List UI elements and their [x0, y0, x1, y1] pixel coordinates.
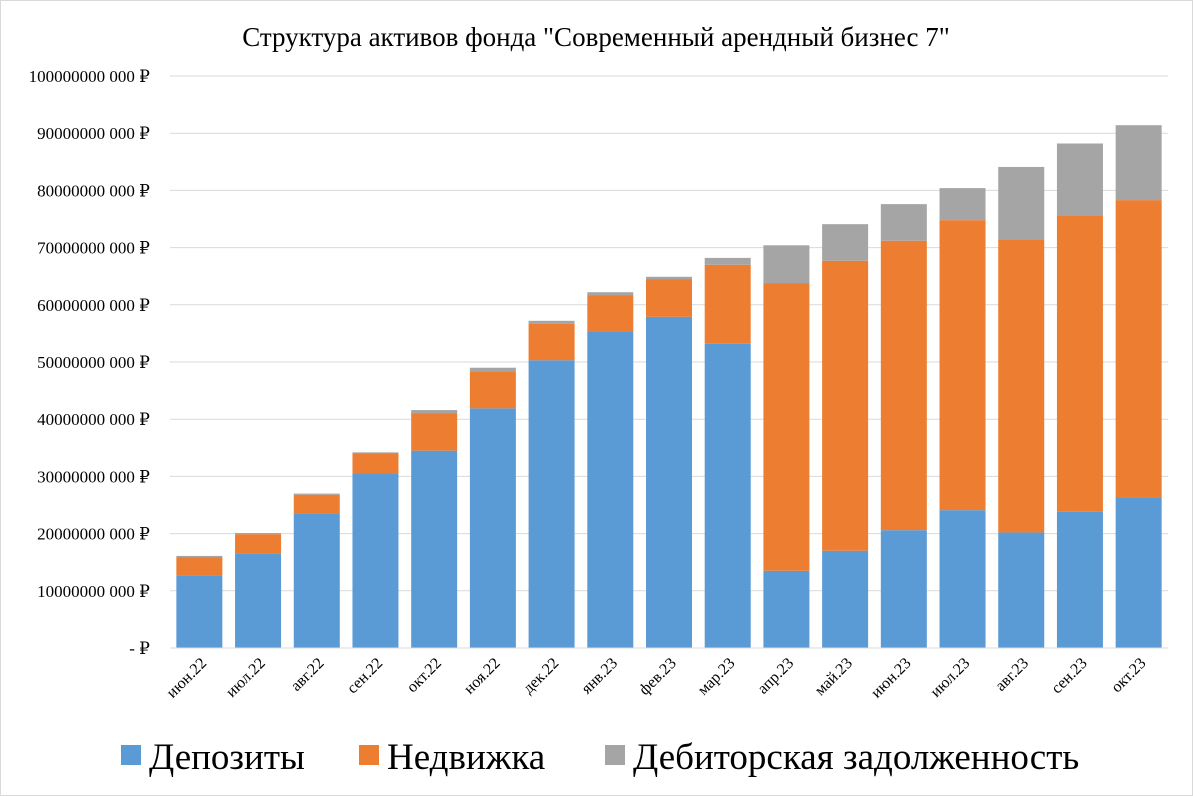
bar-segment: [235, 553, 282, 648]
x-tick-label: май.23: [812, 655, 856, 699]
x-tick-label: дек.22: [520, 655, 562, 697]
bar-segment: [880, 530, 927, 648]
y-tick-label: 40000000 000 ₽: [37, 410, 150, 429]
x-tick-label: апр.23: [754, 655, 797, 698]
y-tick-label: 70000000 000 ₽: [37, 239, 150, 258]
bar-segment: [1056, 143, 1103, 216]
legend-label: Дебиторская задолженность: [633, 737, 1079, 778]
chart-title: Структура активов фонда "Современный аре…: [242, 22, 950, 52]
y-tick-label: 80000000 000 ₽: [37, 181, 150, 200]
bar-segment: [998, 166, 1045, 240]
bar-segment: [235, 533, 282, 535]
x-tick-label: ноя.22: [461, 655, 504, 698]
bars: [176, 125, 1162, 648]
bar-segment: [998, 239, 1045, 533]
x-tick-label: июл.23: [927, 655, 973, 701]
bar-segment: [646, 276, 692, 280]
bar-segment: [176, 555, 223, 558]
legend-swatch: [121, 745, 141, 765]
bar-segment: [176, 557, 223, 576]
bar-segment: [1115, 125, 1162, 201]
bar-segment: [763, 245, 810, 284]
x-tick-label: авг.22: [288, 655, 328, 695]
bar-segment: [411, 413, 458, 451]
x-tick-label: авг.23: [992, 655, 1032, 695]
bar-segment: [763, 283, 810, 571]
bar-segment: [822, 550, 869, 648]
bar-segment: [939, 510, 986, 648]
x-tick-label: окт.22: [404, 655, 445, 696]
bar-segment: [822, 224, 869, 261]
x-tick-label: сен.22: [344, 655, 386, 697]
bar-segment: [587, 292, 634, 296]
y-tick-label: 10000000 000 ₽: [37, 582, 150, 601]
y-tick-label: 20000000 000 ₽: [37, 525, 150, 544]
bar-segment: [763, 570, 810, 648]
bar-segment: [1056, 215, 1103, 512]
bar-segment: [528, 360, 575, 648]
bar-segment: [293, 494, 340, 514]
y-tick-label: 90000000 000 ₽: [37, 124, 150, 143]
x-tick-label: окт.23: [1108, 655, 1149, 696]
bar-segment: [293, 513, 340, 648]
bar-segment: [411, 410, 458, 414]
bar-segment: [646, 316, 692, 648]
bar-segment: [646, 279, 692, 317]
y-tick-label: 100000000 000 ₽: [29, 67, 151, 86]
x-tick-label: мар.23: [695, 655, 739, 699]
bar-segment: [352, 452, 399, 454]
bar-segment: [704, 343, 751, 648]
bar-segment: [1056, 511, 1103, 648]
legend-swatch: [359, 745, 379, 765]
bar-segment: [528, 320, 575, 324]
bar-segment: [293, 493, 340, 495]
bar-segment: [1115, 200, 1162, 498]
bar-segment: [822, 260, 869, 551]
x-tick-label: июн.22: [163, 655, 210, 702]
bar-segment: [939, 220, 986, 511]
x-axis: июн.22 июл.22 авг.22 сен.22 окт.22 ноя.22 дек.…: [163, 647, 1168, 702]
x-tick-label: июн.23: [868, 655, 915, 702]
legend-label: Недвижка: [387, 737, 545, 778]
legend: Депозиты Недвижка Дебиторская задолженност…: [121, 737, 1079, 778]
x-tick-label: янв.23: [578, 655, 621, 698]
legend-label: Депозиты: [149, 737, 305, 778]
bar-segment: [352, 473, 399, 648]
bar-segment: [469, 371, 516, 409]
bar-segment: [235, 534, 282, 554]
bar-segment: [528, 323, 575, 361]
bar-segment: [587, 295, 634, 332]
x-tick-label: июл.22: [223, 655, 269, 701]
y-tick-label: 30000000 000 ₽: [37, 467, 150, 486]
x-tick-label: фев.23: [636, 655, 680, 699]
bar-segment: [704, 264, 751, 344]
y-tick-label: 60000000 000 ₽: [37, 296, 150, 315]
bar-segment: [939, 188, 986, 221]
bar-segment: [469, 408, 516, 648]
bar-segment: [469, 367, 516, 372]
bar-segment: [880, 240, 927, 531]
bar-segment: [176, 575, 223, 648]
y-axis: - ₽ 10000000 000 ₽ 20000000 000 ₽ 30000000 …: [29, 67, 151, 658]
bar-segment: [998, 532, 1045, 648]
bar-segment: [411, 450, 458, 648]
bar-segment: [352, 453, 399, 474]
bar-segment: [1115, 497, 1162, 648]
bar-segment: [587, 331, 634, 648]
x-tick-label: сен.23: [1048, 655, 1090, 697]
legend-swatch: [605, 745, 625, 765]
bar-segment: [880, 204, 927, 241]
y-tick-label: 50000000 000 ₽: [37, 353, 150, 372]
y-tick-label: - ₽: [129, 639, 150, 658]
bar-segment: [704, 257, 751, 265]
